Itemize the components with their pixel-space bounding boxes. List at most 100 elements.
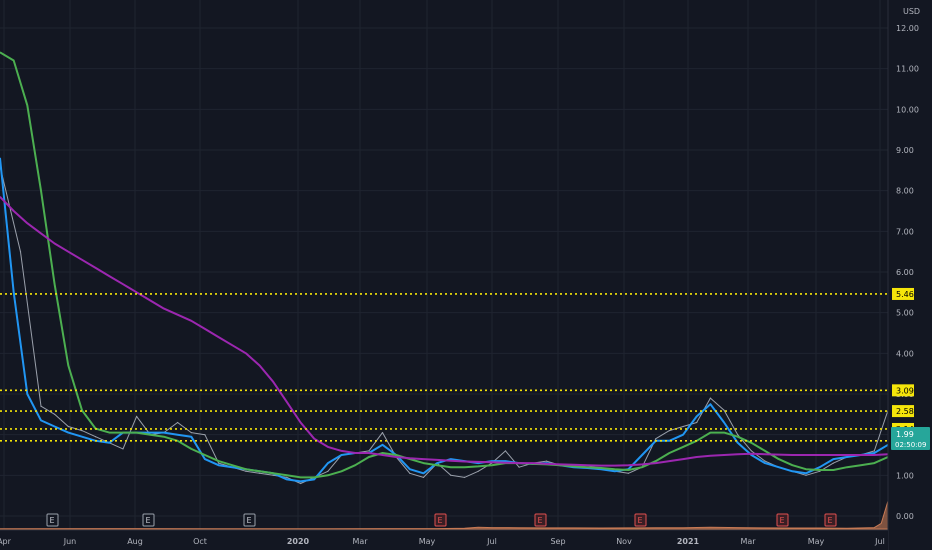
earnings-marker[interactable] [46, 513, 59, 527]
series-point [477, 465, 479, 467]
series-point [327, 462, 329, 464]
series-point [627, 469, 630, 471]
earnings-marker-label: E [827, 516, 832, 525]
series-point [368, 452, 370, 454]
series-point [805, 468, 807, 470]
series-point [832, 458, 835, 460]
series-point [873, 454, 875, 456]
series-point [26, 104, 28, 106]
series-point [764, 460, 766, 462]
series-point [518, 466, 520, 468]
series-point [573, 465, 575, 467]
y-tick-label: 10.00 [896, 105, 919, 114]
series-point [750, 450, 753, 452]
series-point [641, 463, 643, 465]
series-point [832, 469, 835, 471]
series-point [81, 436, 83, 438]
earnings-marker[interactable] [634, 513, 647, 527]
series-point [723, 409, 725, 411]
series-point [163, 432, 165, 434]
y-tick-label: 6.00 [896, 268, 914, 277]
series-point [218, 464, 220, 466]
x-tick-labels: Apr Jun Aug Oct 2020 Mar May Jul Sep Nov 2021 Mar Ma… [0, 537, 885, 546]
series-point [259, 470, 261, 472]
series-point [149, 432, 151, 434]
series-point [450, 458, 452, 460]
series-point [177, 434, 179, 436]
horizontal-levels[interactable] [0, 293, 888, 442]
last-price-badge-bg [891, 427, 930, 450]
x-tick-label: Mar [740, 537, 756, 546]
y-tick-label: 9.00 [896, 146, 914, 155]
series-point [860, 464, 862, 466]
series-point [696, 421, 698, 424]
series-point [340, 450, 343, 452]
series-point [668, 452, 671, 454]
series-point [409, 472, 411, 474]
series-point [313, 438, 315, 440]
series-point [26, 222, 28, 224]
series-point [381, 444, 384, 446]
series-point [204, 328, 206, 330]
series-point [422, 458, 425, 460]
series-point [272, 474, 274, 476]
series-point [655, 462, 657, 464]
currency-label: USD [903, 7, 920, 16]
bar-countdown: 02:50:09 [895, 441, 926, 449]
earnings-marker[interactable] [776, 513, 789, 527]
series-point [573, 464, 575, 466]
series-point [532, 462, 534, 464]
level-label-bg [892, 405, 914, 418]
series-point [586, 466, 589, 468]
y-tick-label: 12.00 [896, 24, 919, 33]
earnings-marker[interactable] [142, 513, 155, 527]
series-point [245, 352, 247, 354]
series-point [163, 308, 165, 310]
last-price-badge: 1.99 02:50:09 [891, 427, 930, 450]
series-point [108, 275, 110, 277]
series-point [327, 470, 329, 472]
series-point [190, 320, 192, 322]
earnings-marker[interactable] [534, 513, 547, 527]
level-label-bg [892, 287, 914, 300]
series-point [641, 454, 643, 456]
series-point [122, 432, 124, 434]
series-point [409, 468, 411, 470]
series-point [559, 463, 561, 465]
series-point [614, 468, 616, 470]
series-point [354, 464, 356, 466]
series-point [614, 470, 616, 472]
series-point [300, 480, 302, 482]
series-point [709, 403, 712, 405]
series-point [819, 469, 821, 471]
series-point [13, 291, 15, 293]
series-point [300, 421, 302, 424]
level-label-bg [892, 384, 914, 397]
time-axis-panel[interactable] [0, 530, 888, 550]
series-point [805, 474, 807, 476]
series-point [286, 476, 288, 478]
series-point [340, 470, 343, 472]
series-point [95, 267, 97, 269]
earnings-marker[interactable] [243, 513, 256, 527]
series-point [95, 436, 97, 438]
series-point [463, 466, 466, 468]
last-price-value: 1.99 [896, 430, 914, 439]
series-point [0, 196, 1, 198]
earnings-marker[interactable] [434, 513, 447, 527]
series-point [67, 364, 69, 367]
x-tick-label: 2020 [287, 537, 310, 546]
series-point [723, 454, 725, 456]
series-point [13, 210, 15, 212]
series-point [259, 364, 261, 367]
series-point [832, 462, 835, 464]
series-point [545, 463, 548, 465]
x-tick-label: May [419, 537, 436, 546]
earnings-marker[interactable] [824, 513, 837, 527]
series-point [504, 460, 507, 462]
price-axis-panel[interactable] [888, 0, 932, 550]
series-point [600, 467, 602, 469]
series-point [545, 460, 548, 462]
